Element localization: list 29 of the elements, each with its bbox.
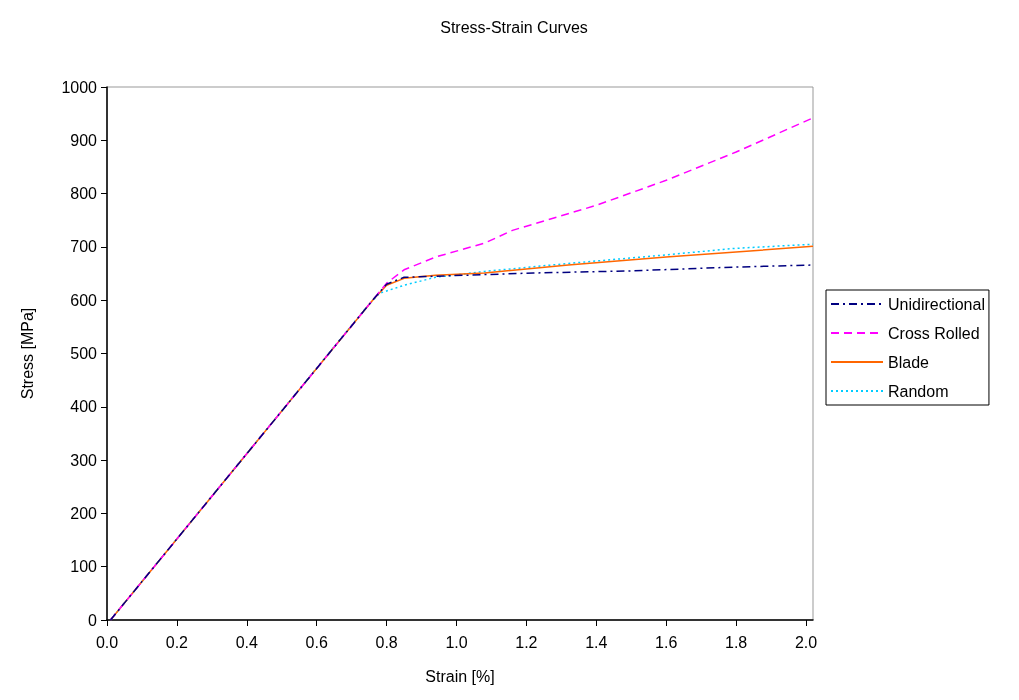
y-tick-label: 600 <box>70 291 98 309</box>
y-tick-label: 500 <box>70 345 98 362</box>
y-tick-label: 400 <box>70 398 98 416</box>
y-tick-label: 300 <box>70 451 98 469</box>
x-tick-label: 1.8 <box>724 633 748 651</box>
y-tick-label: 0 <box>88 611 98 629</box>
legend-label: Blade <box>888 353 930 371</box>
y-tick-label: 800 <box>70 185 98 203</box>
legend-label: Random <box>888 382 949 400</box>
y-tick-label: 1000 <box>61 78 98 96</box>
y-tick-label: 100 <box>70 558 98 576</box>
x-tick-label: 1.2 <box>515 633 538 651</box>
x-tick-label: 0.8 <box>375 633 398 651</box>
legend-label: Cross Rolled <box>888 324 980 342</box>
x-tick-label: 2.0 <box>794 633 818 651</box>
x-tick-label: 1.4 <box>585 633 608 651</box>
chart-title: Stress-Strain Curves <box>440 18 588 36</box>
x-tick-label: 0.6 <box>305 633 328 651</box>
y-tick-label: 700 <box>70 238 98 256</box>
y-axis-title: Stress [MPa] <box>18 307 36 400</box>
y-tick-label: 900 <box>70 131 98 149</box>
x-axis-title: Strain [%] <box>425 667 495 685</box>
x-tick-label: 1.6 <box>655 633 678 651</box>
legend-label: Unidirectional <box>888 295 985 313</box>
x-tick-label: 0.4 <box>235 633 259 651</box>
x-tick-label: 0.0 <box>95 633 119 651</box>
y-tick-label: 200 <box>70 504 98 522</box>
x-tick-label: 0.2 <box>165 633 189 651</box>
x-tick-label: 1.0 <box>445 633 468 651</box>
